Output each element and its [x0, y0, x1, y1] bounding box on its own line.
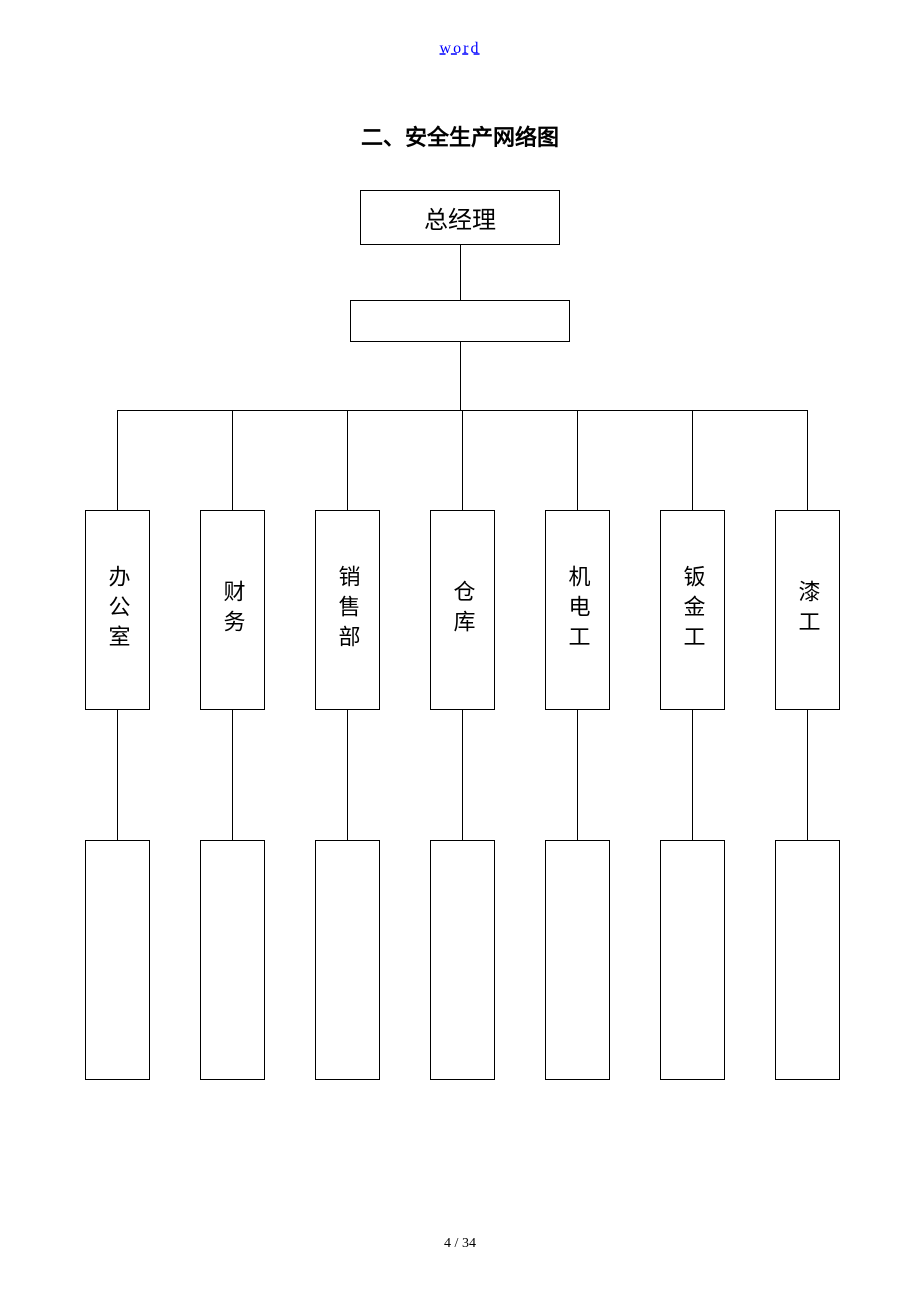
node-level2	[350, 300, 570, 342]
connector	[462, 410, 463, 510]
connector	[117, 710, 118, 840]
page-number: 4 / 34	[444, 1236, 476, 1252]
connector	[117, 410, 118, 510]
node-dept-warehouse: 仓库	[430, 510, 495, 710]
org-chart-diagram: 总经理 办公室 财务 销售部 仓库 机电工 钣金工 漆工	[50, 180, 870, 1100]
node-dept-label: 漆工	[792, 580, 824, 640]
node-dept-painter: 漆工	[775, 510, 840, 710]
node-dept-finance: 财务	[200, 510, 265, 710]
node-dept-sheetmetal: 钣金工	[660, 510, 725, 710]
connector	[692, 410, 693, 510]
connector	[232, 410, 233, 510]
node-dept-label: 机电工	[562, 565, 594, 655]
connector	[692, 710, 693, 840]
node-leaf	[85, 840, 150, 1080]
pager-total: 34	[462, 1236, 476, 1251]
node-root: 总经理	[360, 190, 560, 245]
connector	[460, 245, 461, 300]
connector	[347, 410, 348, 510]
node-dept-label: 销售部	[332, 565, 364, 655]
node-leaf	[315, 840, 380, 1080]
connector	[807, 710, 808, 840]
node-leaf	[660, 840, 725, 1080]
page-title: 二、安全生产网络图	[361, 120, 559, 152]
node-dept-office: 办公室	[85, 510, 150, 710]
node-leaf	[775, 840, 840, 1080]
header-word-link[interactable]: word	[440, 40, 481, 58]
connector	[807, 410, 808, 510]
node-dept-label: 钣金工	[677, 565, 709, 655]
pager-sep: /	[451, 1236, 462, 1251]
node-dept-label: 财务	[217, 580, 249, 640]
connector	[577, 410, 578, 510]
node-leaf	[430, 840, 495, 1080]
node-leaf	[200, 840, 265, 1080]
node-dept-label: 办公室	[102, 565, 134, 655]
connector	[232, 710, 233, 840]
node-root-label: 总经理	[424, 200, 496, 235]
node-dept-label: 仓库	[447, 580, 479, 640]
connector	[577, 710, 578, 840]
connector	[460, 342, 461, 410]
node-dept-sales: 销售部	[315, 510, 380, 710]
node-dept-electrician: 机电工	[545, 510, 610, 710]
pager-current: 4	[444, 1236, 451, 1251]
connector	[347, 710, 348, 840]
connector	[462, 710, 463, 840]
node-leaf	[545, 840, 610, 1080]
